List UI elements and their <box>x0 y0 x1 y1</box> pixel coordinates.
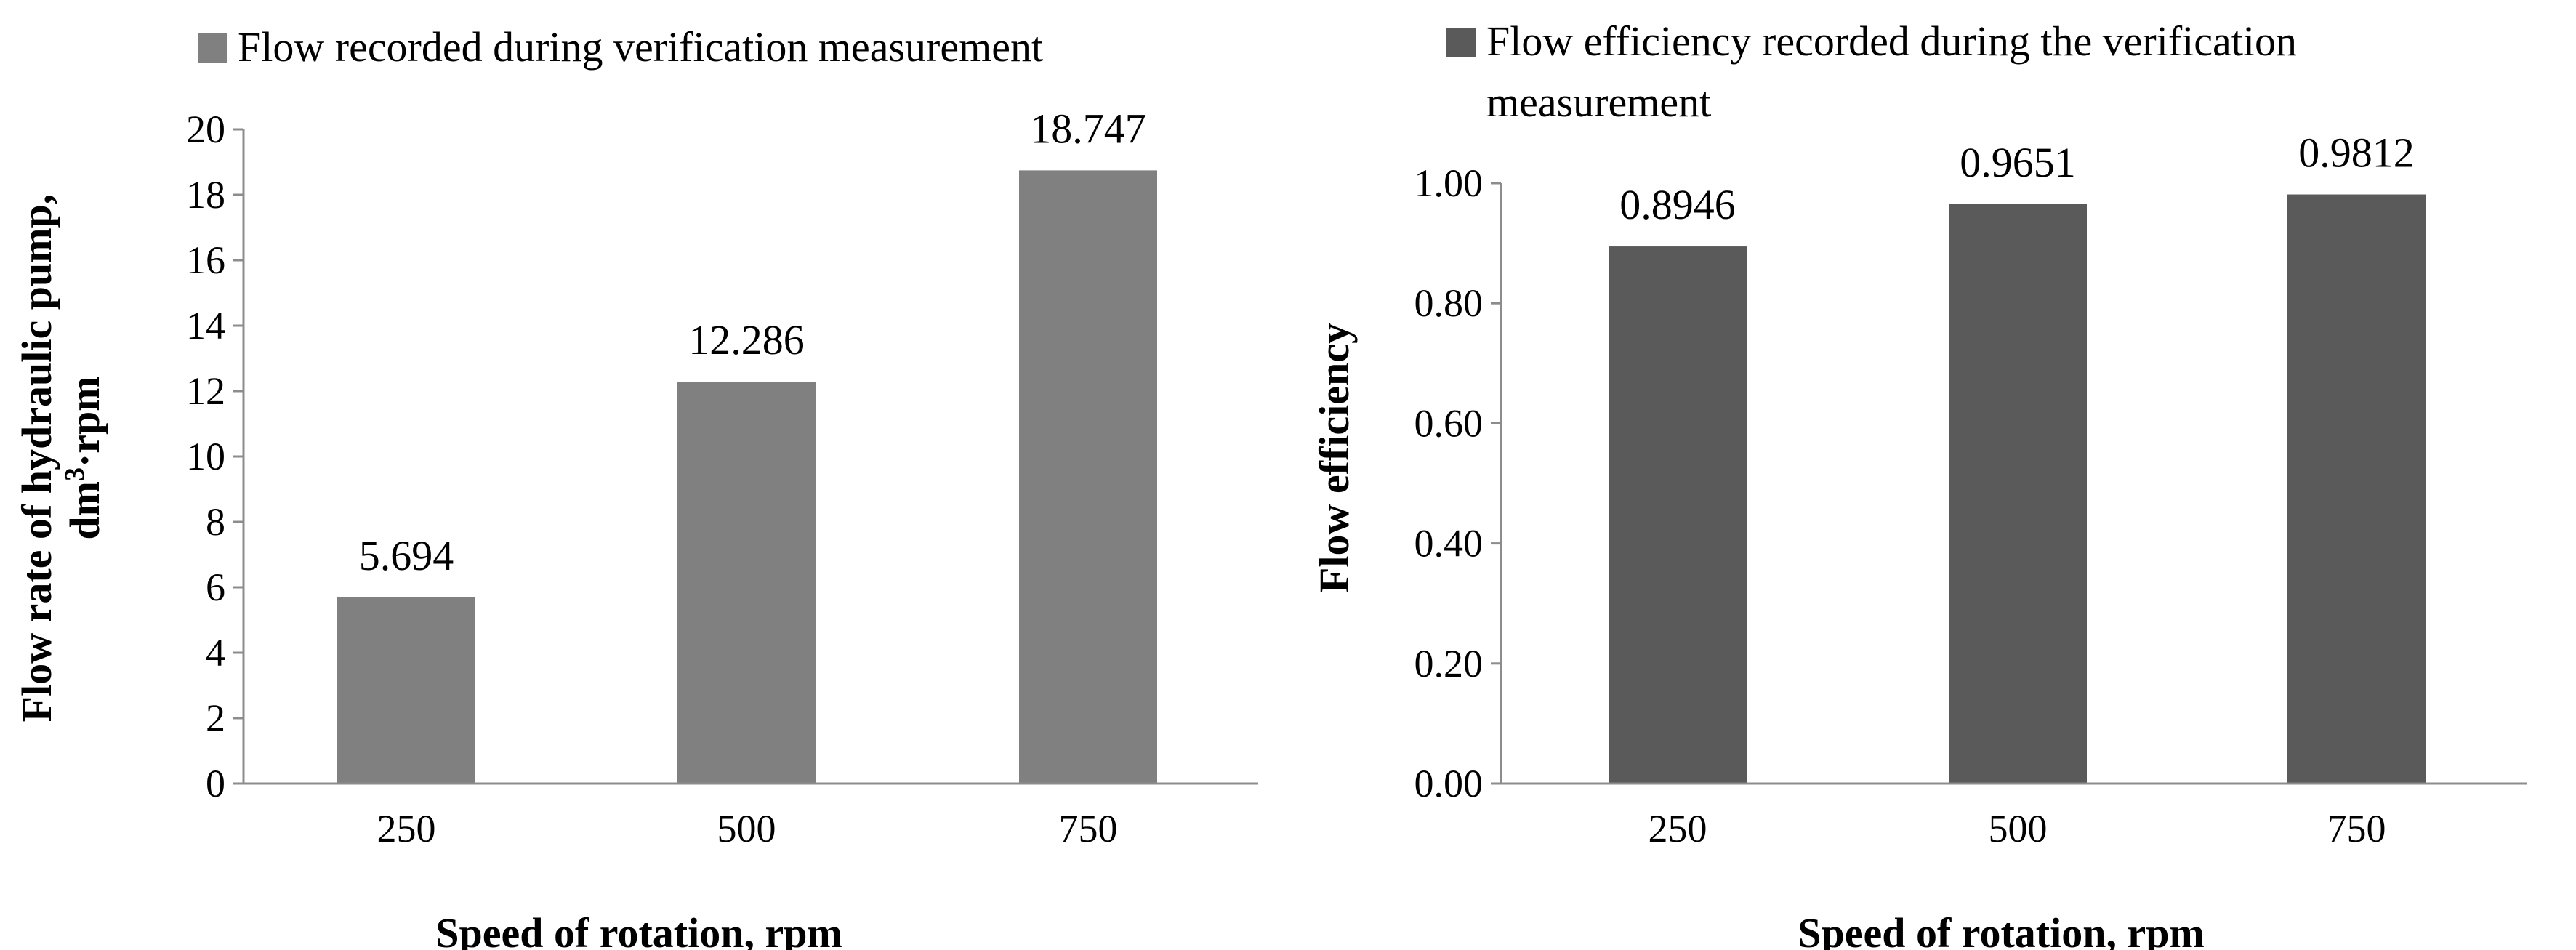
right-legend: Flow efficiency recorded during the veri… <box>1446 17 2297 126</box>
left-legend-swatch <box>198 33 227 63</box>
left-chart: Flow recorded during verification measur… <box>13 23 1258 950</box>
left-bar-750 <box>1019 170 1157 784</box>
left-data-labels: 5.694 12.286 18.747 <box>359 105 1146 579</box>
right-bar-750 <box>2287 194 2426 784</box>
right-legend-label-line2: measurement <box>1486 79 1711 126</box>
left-bar-500 <box>677 382 816 784</box>
left-x-tick-label-750: 750 <box>1059 807 1118 850</box>
right-y-tick-label: 0.60 <box>1414 401 1484 445</box>
right-chart: Flow efficiency recorded during the veri… <box>1311 17 2527 950</box>
left-x-tick-label-500: 500 <box>717 807 776 850</box>
left-x-axis-title: Speed of rotation, rpm <box>435 909 842 950</box>
left-data-label-250: 5.694 <box>359 532 454 579</box>
right-data-label-500: 0.9651 <box>1960 139 2076 186</box>
left-y-tick-label: 16 <box>186 238 225 282</box>
left-y-tick-label: 18 <box>186 173 225 217</box>
right-y-tick-label: 0.20 <box>1414 642 1484 685</box>
left-data-label-500: 12.286 <box>688 316 805 363</box>
left-y-tick-label: 20 <box>186 108 225 151</box>
right-data-labels: 0.8946 0.9651 0.9812 <box>1619 129 2415 229</box>
right-x-tick-labels: 250 500 750 <box>1649 807 2386 850</box>
left-x-tick-labels: 250 500 750 <box>377 807 1118 850</box>
left-y-tick-label: 12 <box>186 369 225 413</box>
right-x-axis-title: Speed of rotation, rpm <box>1798 909 2205 950</box>
left-y-tick-label: 8 <box>206 500 225 544</box>
left-y-tick-label: 0 <box>206 762 225 805</box>
right-y-tick-label: 0.00 <box>1414 762 1484 805</box>
left-y-axis-title-line2: dm3·rpm <box>60 376 108 539</box>
right-x-tick-label-500: 500 <box>1989 807 2048 850</box>
right-bar-500 <box>1949 204 2087 784</box>
left-x-tick-label-250: 250 <box>377 807 436 850</box>
left-y-axis-title-line2-group: dm3·rpm <box>60 376 108 539</box>
right-y-tick-label: 0.40 <box>1414 522 1484 565</box>
left-y-tick-labels: 0 2 4 6 8 10 12 14 16 18 20 <box>186 108 243 805</box>
right-bars <box>1609 194 2426 784</box>
left-y-axis-title-line1: Flow rate of hydraulic pump, <box>13 194 60 722</box>
right-data-label-750: 0.9812 <box>2298 129 2415 177</box>
left-y-axis-title-unit: dm <box>61 481 108 540</box>
left-bars <box>337 170 1157 784</box>
right-x-tick-label-250: 250 <box>1649 807 1707 850</box>
right-x-tick-label-750: 750 <box>2327 807 2386 850</box>
left-data-label-750: 18.747 <box>1030 105 1146 152</box>
left-y-axis-title-unit-rest: ·rpm <box>61 376 108 467</box>
left-bar-250 <box>337 597 475 784</box>
left-y-tick-label: 14 <box>186 304 225 347</box>
right-y-axis-title-group: Flow efficiency <box>1311 323 1358 593</box>
left-legend-label: Flow recorded during verification measur… <box>238 23 1043 71</box>
left-y-axis-title-exponent: 3 <box>60 467 90 481</box>
right-data-label-250: 0.8946 <box>1619 181 1736 228</box>
right-legend-label-line1: Flow efficiency recorded during the veri… <box>1486 17 2297 65</box>
left-y-tick-label: 10 <box>186 435 225 478</box>
left-y-tick-label: 6 <box>206 565 225 609</box>
right-y-axis-title: Flow efficiency <box>1311 323 1358 593</box>
right-bar-250 <box>1609 246 1747 784</box>
right-y-tick-labels: 0.00 0.20 0.40 0.60 0.80 1.00 <box>1414 161 1501 805</box>
left-y-axis-title-line1-group: Flow rate of hydraulic pump, <box>13 194 60 722</box>
left-y-tick-label: 4 <box>206 631 225 675</box>
right-y-tick-label: 0.80 <box>1414 281 1484 325</box>
right-legend-swatch <box>1446 28 1476 57</box>
left-y-tick-label: 2 <box>206 696 225 740</box>
left-legend: Flow recorded during verification measur… <box>198 23 1043 71</box>
right-y-tick-label: 1.00 <box>1414 161 1484 205</box>
